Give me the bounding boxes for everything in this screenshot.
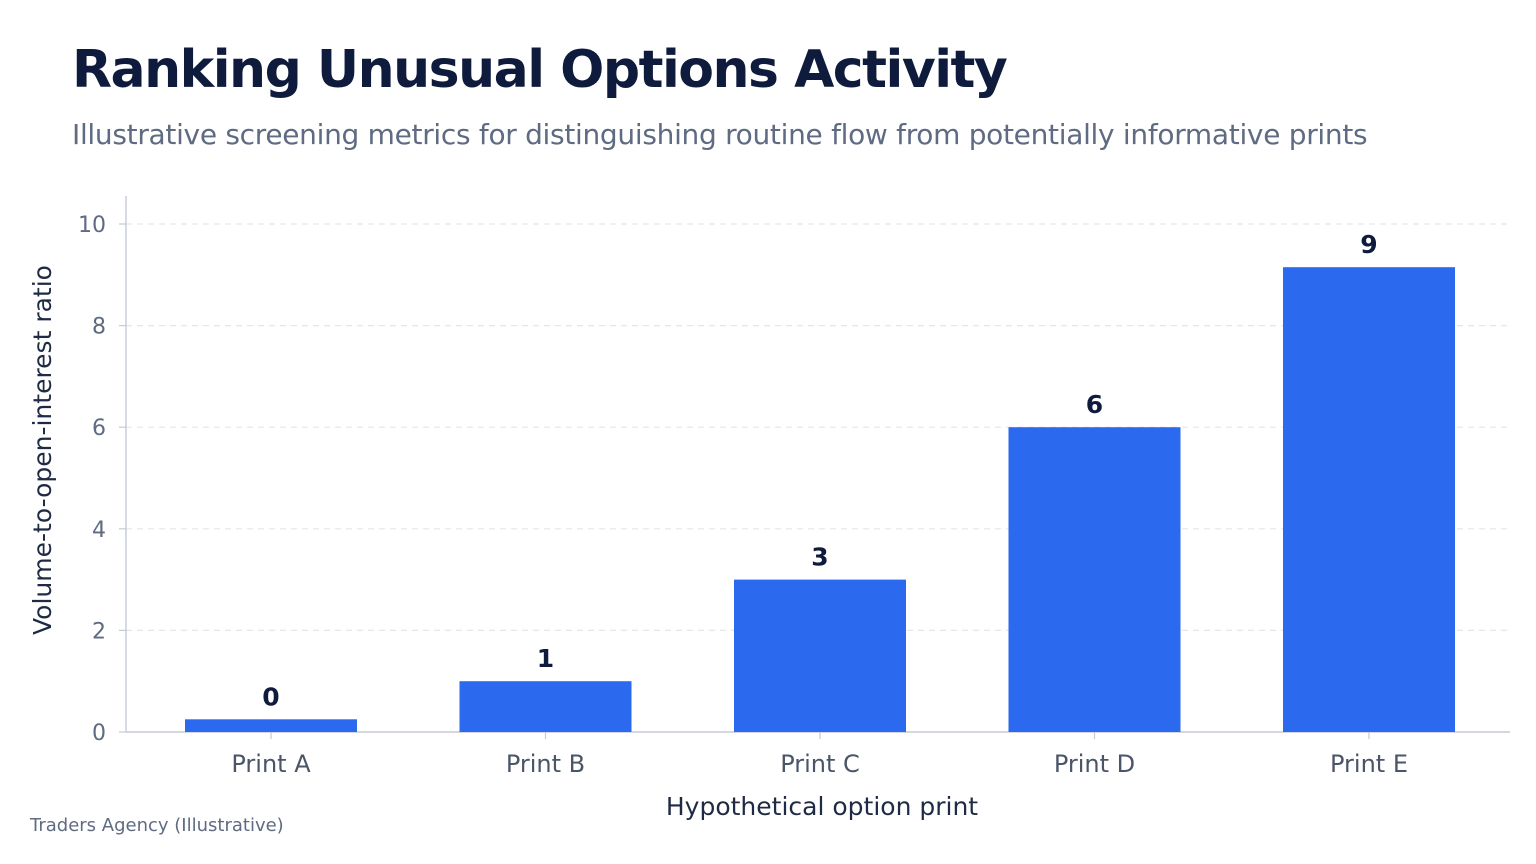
- source-note: Traders Agency (Illustrative): [30, 815, 284, 836]
- x-tick-label: Print A: [231, 750, 311, 778]
- chart-subtitle: Illustrative screening metrics for disti…: [72, 118, 1368, 151]
- bar-print-c: [734, 579, 906, 732]
- data-label: 0: [262, 682, 279, 711]
- bar-print-b: [459, 681, 632, 732]
- y-tick-label: 2: [92, 619, 106, 644]
- bar-print-a: [185, 719, 357, 732]
- y-tick-label: 6: [92, 416, 106, 441]
- data-label: 3: [811, 543, 828, 572]
- y-tick-label: 0: [92, 721, 106, 746]
- data-label: 6: [1086, 390, 1103, 419]
- bars: [185, 267, 1455, 732]
- labels: 0 2 4 6 8 10 0 Print A 1 Print B 3 Print C 6 Print D 9…: [78, 213, 1408, 778]
- y-tick-label: 8: [92, 315, 106, 340]
- y-tick-label: 4: [92, 518, 106, 543]
- data-label: 1: [537, 644, 554, 673]
- y-axis-title: Volume-to-open-interest ratio: [28, 265, 57, 635]
- chart-title: Ranking Unusual Options Activity: [72, 40, 1008, 100]
- bar-print-e: [1283, 267, 1455, 732]
- y-tick-label: 10: [78, 213, 106, 238]
- x-tick-label: Print E: [1330, 750, 1408, 778]
- data-label: 9: [1360, 230, 1377, 259]
- x-tick-label: Print D: [1054, 750, 1135, 778]
- bar-print-d: [1008, 427, 1181, 732]
- x-tick-label: Print C: [780, 750, 860, 778]
- x-tick-label: Print B: [506, 750, 585, 778]
- x-axis-title: Hypothetical option print: [666, 792, 978, 821]
